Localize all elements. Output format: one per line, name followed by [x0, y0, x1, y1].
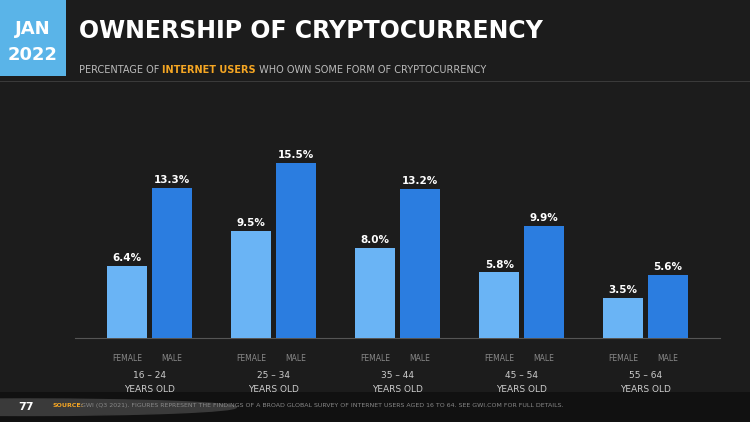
Text: 13.2%: 13.2%: [402, 176, 438, 186]
Text: YEARS OLD: YEARS OLD: [496, 385, 547, 394]
Text: 6.4%: 6.4%: [112, 253, 142, 263]
Text: MALE: MALE: [533, 354, 554, 363]
Text: 13.3%: 13.3%: [154, 175, 190, 185]
Bar: [152, 188, 191, 338]
Text: JAN: JAN: [15, 20, 51, 38]
Bar: [276, 163, 316, 338]
Text: MALE: MALE: [285, 354, 306, 363]
Bar: [107, 265, 147, 338]
Text: GWI (Q3 2021). FIGURES REPRESENT THE FINDINGS OF A BROAD GLOBAL SURVEY OF INTERN: GWI (Q3 2021). FIGURES REPRESENT THE FIN…: [81, 403, 563, 408]
Text: 35 – 44: 35 – 44: [381, 371, 414, 380]
Text: 9.5%: 9.5%: [237, 218, 266, 228]
Text: 16 – 24: 16 – 24: [133, 371, 166, 380]
Text: 2022: 2022: [8, 46, 58, 64]
Text: 9.9%: 9.9%: [530, 214, 558, 223]
Bar: [648, 275, 688, 338]
Text: 5.8%: 5.8%: [484, 260, 514, 270]
Text: SOURCE:: SOURCE:: [53, 403, 84, 408]
Text: YEARS OLD: YEARS OLD: [620, 385, 671, 394]
Text: 45 – 54: 45 – 54: [505, 371, 538, 380]
Text: 8.0%: 8.0%: [361, 235, 390, 245]
Text: 5.6%: 5.6%: [653, 262, 682, 272]
Text: YEARS OLD: YEARS OLD: [248, 385, 299, 394]
Bar: [400, 189, 439, 338]
Text: FEMALE: FEMALE: [484, 354, 514, 363]
Text: 3.5%: 3.5%: [609, 285, 638, 295]
Text: 15.5%: 15.5%: [278, 150, 314, 160]
Bar: [231, 231, 271, 338]
Text: MALE: MALE: [410, 354, 430, 363]
Text: FEMALE: FEMALE: [112, 354, 142, 363]
Bar: [479, 272, 519, 338]
Text: INTERNET USERS: INTERNET USERS: [162, 65, 256, 76]
Text: 25 – 34: 25 – 34: [257, 371, 290, 380]
Text: FEMALE: FEMALE: [360, 354, 390, 363]
Text: 77: 77: [19, 402, 34, 412]
Bar: [356, 248, 395, 338]
Text: FEMALE: FEMALE: [236, 354, 266, 363]
Text: MALE: MALE: [658, 354, 678, 363]
Text: YEARS OLD: YEARS OLD: [124, 385, 175, 394]
Text: OWNERSHIP OF CRYPTOCURRENCY: OWNERSHIP OF CRYPTOCURRENCY: [79, 19, 542, 43]
Bar: [524, 226, 564, 338]
Text: WHO OWN SOME FORM OF CRYPTOCURRENCY: WHO OWN SOME FORM OF CRYPTOCURRENCY: [256, 65, 486, 76]
Bar: [604, 298, 643, 338]
Circle shape: [0, 399, 236, 416]
Text: 55 – 64: 55 – 64: [629, 371, 662, 380]
Text: MALE: MALE: [161, 354, 182, 363]
Text: FEMALE: FEMALE: [608, 354, 638, 363]
Text: YEARS OLD: YEARS OLD: [372, 385, 423, 394]
Text: PERCENTAGE OF: PERCENTAGE OF: [79, 65, 162, 76]
